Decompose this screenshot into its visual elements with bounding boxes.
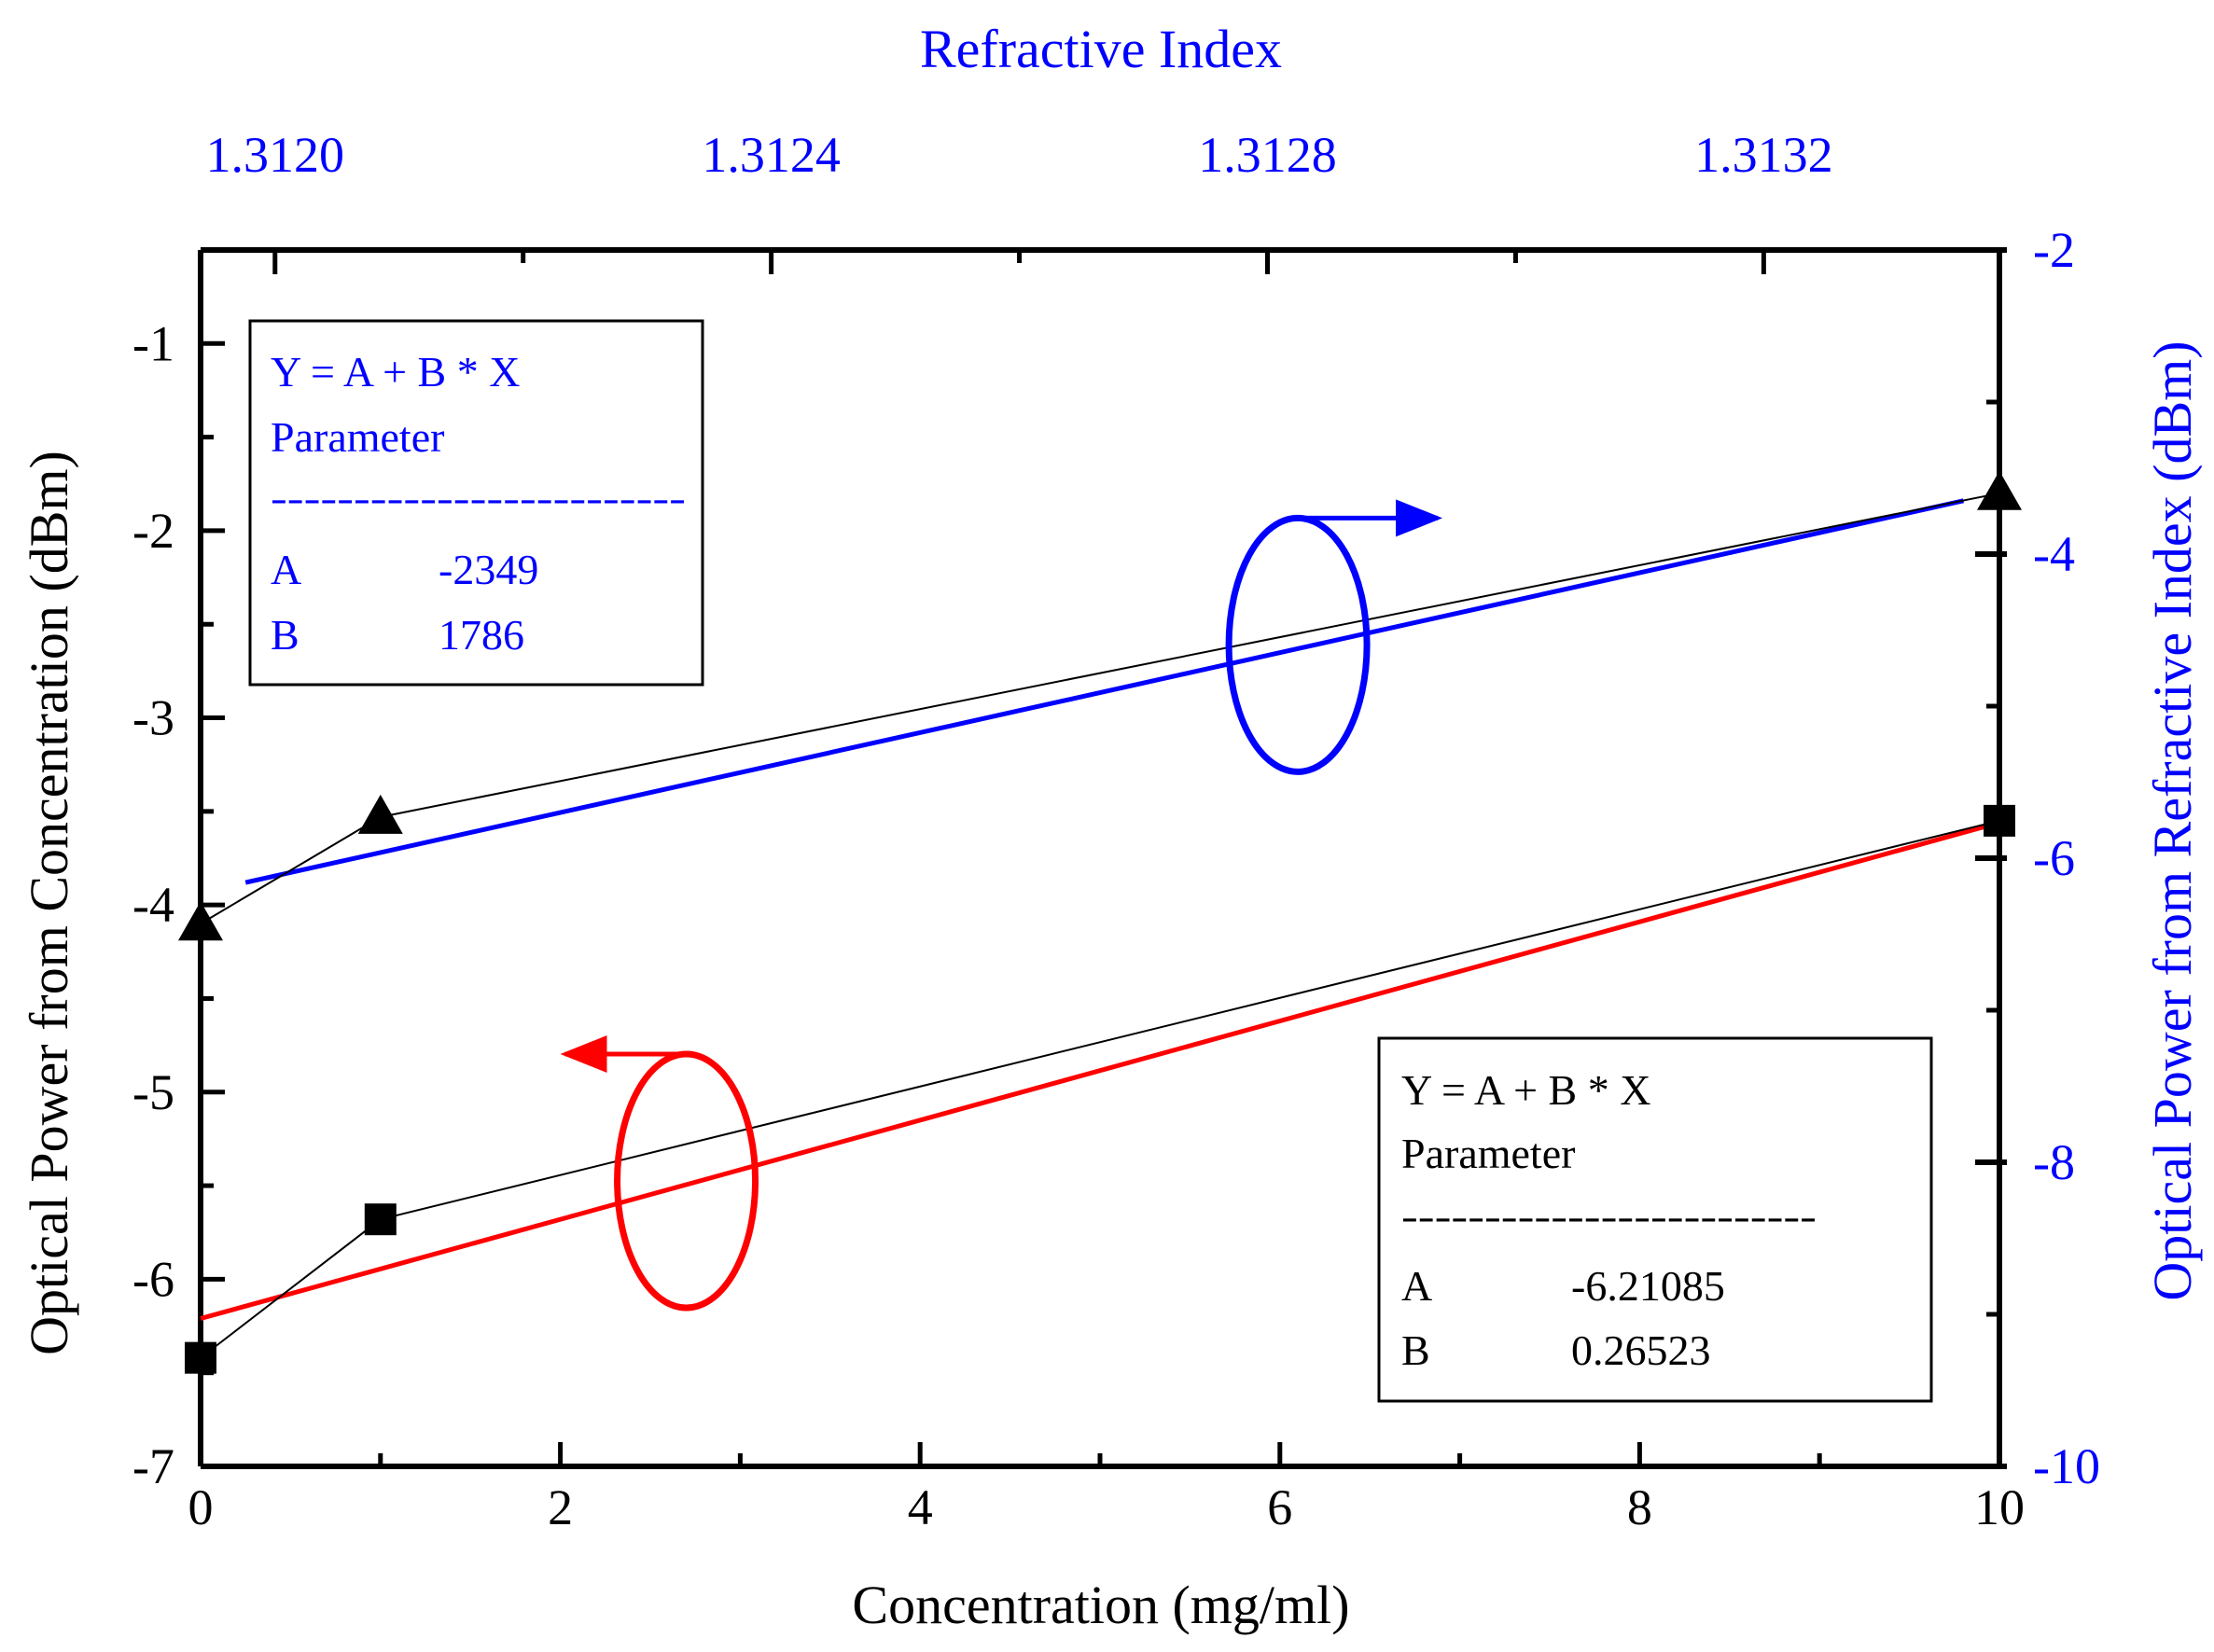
axis-indicator-ellipse-blue [1225,514,1371,775]
axes: 0 2 4 6 8 10 -7 -6 -5 -4 -3 -2 -1 -10 -8 -6 -4 -2 1.3120 1.… [132,127,2100,1535]
fit-line-red [200,820,2000,1321]
data-point-square [1984,804,2015,837]
fit-box-blue-equation: Y = A + B * X [271,348,520,396]
x2-axis-title: Refractive Index [920,19,1282,79]
fit-box-blue-row-a-name: A [271,546,301,593]
data-point-square [185,1341,216,1374]
axis-indicator-ellipse-red [614,1050,759,1312]
fit-box-blue-parameter-label: Parameter [271,413,444,461]
x-tick-label: 4 [908,1479,933,1535]
x-axis-title: Concentration (mg/ml) [852,1575,1349,1635]
x-tick-label: 6 [1267,1479,1292,1535]
fit-box-black-row-a-value: -6.21085 [1571,1262,1725,1310]
fit-box-blue-frame [248,319,704,687]
data-point-triangle [178,901,223,941]
y-left-tick-label: -1 [132,315,174,371]
y-left-tick-label: -3 [132,690,174,746]
y-right-tick-label: -2 [2033,222,2075,278]
x2-tick-label: 1.3124 [702,127,841,183]
y-right-tick-label: -4 [2033,526,2075,582]
x-tick-label: 0 [188,1479,214,1535]
fit-line-blue [244,498,1964,885]
fit-box-black-row-a-name: A [1401,1262,1432,1310]
y-left-tick-label: -2 [132,503,174,559]
axis-indicators [560,499,1443,1312]
y-left-tick-label: -6 [132,1251,174,1307]
x2-tick-label: 1.3120 [206,127,345,183]
y-left-tick-label: -7 [132,1438,174,1494]
fit-box-blue-row-b-value: 1786 [439,611,524,659]
fit-box-black-parameter-label: Parameter [1401,1130,1575,1177]
fit-box-black-frame [1377,1036,1933,1403]
y-right-tick-label: -6 [2033,830,2075,886]
data-point-triangle [1977,470,2022,510]
data-point-triangle [357,794,403,834]
x-tick-label: 8 [1627,1479,1652,1535]
y-left-tick-label: -4 [132,877,174,933]
fit-box-blue-row-a-value: -2349 [439,546,538,593]
y-left-tick-label: -5 [132,1064,174,1120]
fit-box-black: Y = A + B * X Parameter ----------------… [1377,1036,1933,1403]
fit-lines [200,498,2000,1321]
fit-box-black-equation: Y = A + B * X [1401,1066,1650,1114]
x2-tick-label: 1.3132 [1694,127,1833,183]
y-right-axis-title: Optical Power from Refractive Index (dBm… [2142,340,2203,1300]
x-tick-label: 10 [1974,1479,2025,1535]
y-left-axis-title: Optical Power from Concentration (dBm) [19,451,79,1355]
x2-tick-label: 1.3128 [1198,127,1337,183]
fit-box-black-row-b-value: 0.26523 [1571,1326,1711,1374]
fit-box-blue: Y = A + B * X Parameter ----------------… [248,319,704,687]
fit-box-black-row-b-name: B [1401,1326,1430,1374]
fit-box-black-separator: ------------------------- [1401,1196,1817,1239]
fit-box-blue-separator: ------------------------- [271,478,686,521]
fit-box-blue-row-b-name: B [271,611,299,659]
data-point-square [364,1203,397,1236]
data-points [178,470,2022,1374]
x-tick-label: 2 [548,1479,573,1535]
y-right-tick-label: -8 [2033,1134,2075,1190]
y-right-tick-label: -10 [2033,1438,2100,1494]
